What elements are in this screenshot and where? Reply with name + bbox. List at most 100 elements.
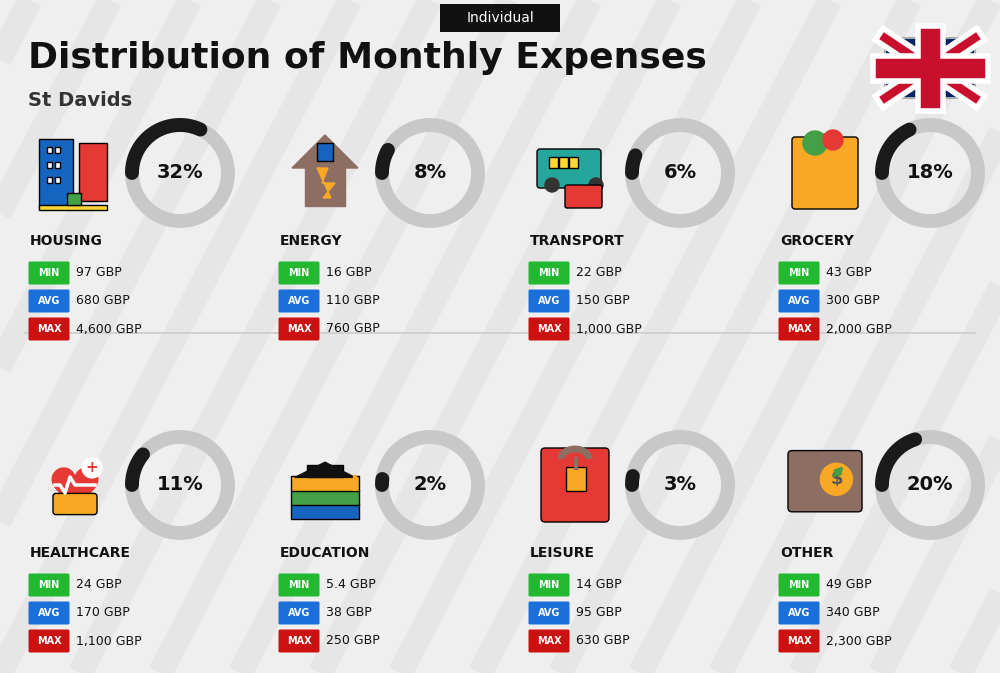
FancyBboxPatch shape bbox=[278, 573, 320, 596]
Text: 97 GBP: 97 GBP bbox=[76, 267, 122, 279]
FancyBboxPatch shape bbox=[440, 4, 560, 32]
FancyBboxPatch shape bbox=[778, 602, 820, 625]
Text: 49 GBP: 49 GBP bbox=[826, 579, 872, 592]
FancyBboxPatch shape bbox=[291, 476, 359, 491]
FancyBboxPatch shape bbox=[528, 318, 570, 341]
Text: St Davids: St Davids bbox=[28, 90, 132, 110]
Circle shape bbox=[589, 178, 603, 192]
Text: LEISURE: LEISURE bbox=[530, 546, 595, 560]
Text: MAX: MAX bbox=[287, 324, 311, 334]
Text: 110 GBP: 110 GBP bbox=[326, 295, 380, 308]
FancyBboxPatch shape bbox=[39, 205, 107, 210]
FancyBboxPatch shape bbox=[565, 185, 602, 208]
Text: HOUSING: HOUSING bbox=[30, 234, 103, 248]
Circle shape bbox=[820, 463, 852, 495]
Text: AVG: AVG bbox=[38, 296, 60, 306]
FancyBboxPatch shape bbox=[549, 157, 558, 168]
FancyBboxPatch shape bbox=[291, 504, 359, 519]
FancyBboxPatch shape bbox=[778, 318, 820, 341]
Text: MIN: MIN bbox=[538, 268, 560, 278]
Text: AVG: AVG bbox=[788, 296, 810, 306]
Text: 18%: 18% bbox=[907, 164, 953, 182]
Text: 20%: 20% bbox=[907, 476, 953, 495]
FancyBboxPatch shape bbox=[541, 448, 609, 522]
Text: Distribution of Monthly Expenses: Distribution of Monthly Expenses bbox=[28, 41, 707, 75]
FancyBboxPatch shape bbox=[317, 143, 333, 161]
FancyBboxPatch shape bbox=[278, 318, 320, 341]
Text: 6%: 6% bbox=[663, 164, 697, 182]
Text: 22 GBP: 22 GBP bbox=[576, 267, 622, 279]
Text: 14 GBP: 14 GBP bbox=[576, 579, 622, 592]
FancyBboxPatch shape bbox=[55, 177, 60, 183]
FancyBboxPatch shape bbox=[55, 162, 60, 168]
FancyBboxPatch shape bbox=[778, 629, 820, 653]
Text: MIN: MIN bbox=[538, 580, 560, 590]
FancyBboxPatch shape bbox=[28, 289, 70, 312]
Text: AVG: AVG bbox=[538, 608, 560, 618]
Text: 11%: 11% bbox=[157, 476, 203, 495]
FancyBboxPatch shape bbox=[569, 157, 578, 168]
FancyBboxPatch shape bbox=[39, 139, 73, 209]
Text: MIN: MIN bbox=[288, 580, 310, 590]
Text: Individual: Individual bbox=[466, 11, 534, 25]
Text: MAX: MAX bbox=[787, 324, 811, 334]
Text: MAX: MAX bbox=[537, 324, 561, 334]
Circle shape bbox=[803, 131, 827, 155]
FancyBboxPatch shape bbox=[566, 467, 586, 491]
Text: 2,300 GBP: 2,300 GBP bbox=[826, 635, 892, 647]
FancyBboxPatch shape bbox=[53, 493, 97, 515]
Text: AVG: AVG bbox=[288, 296, 310, 306]
FancyBboxPatch shape bbox=[278, 629, 320, 653]
Text: MIN: MIN bbox=[788, 268, 810, 278]
Text: AVG: AVG bbox=[288, 608, 310, 618]
Circle shape bbox=[82, 458, 102, 478]
Text: GROCERY: GROCERY bbox=[780, 234, 854, 248]
Text: 32%: 32% bbox=[157, 164, 203, 182]
Text: 250 GBP: 250 GBP bbox=[326, 635, 380, 647]
FancyBboxPatch shape bbox=[528, 289, 570, 312]
FancyBboxPatch shape bbox=[528, 602, 570, 625]
Text: MIN: MIN bbox=[38, 268, 60, 278]
FancyBboxPatch shape bbox=[792, 137, 858, 209]
FancyBboxPatch shape bbox=[28, 318, 70, 341]
FancyBboxPatch shape bbox=[47, 147, 52, 153]
Text: $: $ bbox=[830, 470, 843, 489]
FancyBboxPatch shape bbox=[778, 262, 820, 285]
Text: 1,000 GBP: 1,000 GBP bbox=[576, 322, 642, 336]
FancyBboxPatch shape bbox=[47, 177, 52, 183]
Polygon shape bbox=[292, 135, 358, 168]
FancyBboxPatch shape bbox=[47, 162, 52, 168]
Text: MIN: MIN bbox=[38, 580, 60, 590]
FancyBboxPatch shape bbox=[278, 262, 320, 285]
Text: ENERGY: ENERGY bbox=[280, 234, 343, 248]
FancyBboxPatch shape bbox=[528, 629, 570, 653]
Polygon shape bbox=[317, 168, 335, 198]
Polygon shape bbox=[305, 140, 345, 206]
FancyBboxPatch shape bbox=[28, 262, 70, 285]
Text: MAX: MAX bbox=[787, 636, 811, 646]
FancyBboxPatch shape bbox=[307, 466, 343, 477]
Circle shape bbox=[823, 130, 843, 150]
FancyBboxPatch shape bbox=[778, 573, 820, 596]
Text: AVG: AVG bbox=[788, 608, 810, 618]
Text: 150 GBP: 150 GBP bbox=[576, 295, 630, 308]
FancyBboxPatch shape bbox=[528, 262, 570, 285]
Text: 2%: 2% bbox=[413, 476, 447, 495]
Text: 43 GBP: 43 GBP bbox=[826, 267, 872, 279]
Text: AVG: AVG bbox=[538, 296, 560, 306]
Text: 680 GBP: 680 GBP bbox=[76, 295, 130, 308]
Polygon shape bbox=[295, 462, 355, 477]
Circle shape bbox=[545, 178, 559, 192]
Text: MAX: MAX bbox=[37, 324, 61, 334]
Text: 340 GBP: 340 GBP bbox=[826, 606, 880, 620]
FancyBboxPatch shape bbox=[79, 143, 107, 201]
Text: 2,000 GBP: 2,000 GBP bbox=[826, 322, 892, 336]
Text: 95 GBP: 95 GBP bbox=[576, 606, 622, 620]
Polygon shape bbox=[52, 468, 98, 509]
Text: MAX: MAX bbox=[537, 636, 561, 646]
FancyBboxPatch shape bbox=[278, 602, 320, 625]
FancyBboxPatch shape bbox=[528, 573, 570, 596]
FancyBboxPatch shape bbox=[278, 289, 320, 312]
FancyBboxPatch shape bbox=[559, 157, 568, 168]
Text: 38 GBP: 38 GBP bbox=[326, 606, 372, 620]
